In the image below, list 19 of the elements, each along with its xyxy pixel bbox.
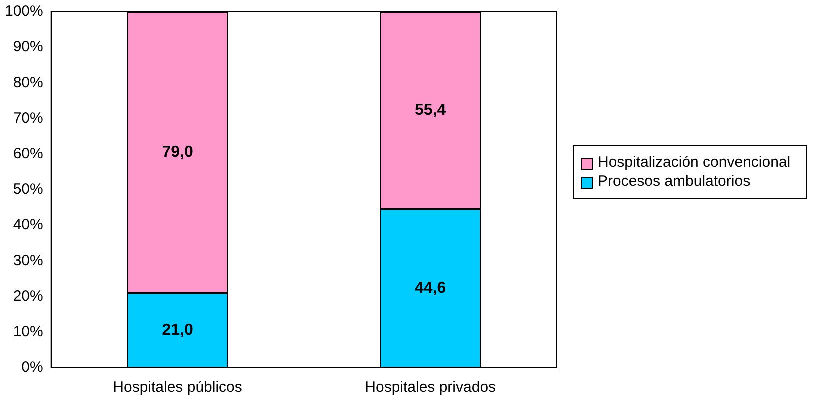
x-tick-label: Hospitales públicos — [113, 379, 242, 396]
legend-label: Procesos ambulatorios — [598, 173, 751, 190]
data-label: 21,0 — [162, 322, 194, 340]
y-tick-label: 40% — [13, 216, 44, 234]
y-tick-label: 80% — [13, 74, 44, 92]
y-tick-label: 0% — [22, 359, 44, 376]
y-tick-label: 90% — [13, 38, 44, 56]
y-tick-label: 70% — [13, 110, 44, 127]
data-label: 55,4 — [415, 102, 446, 120]
data-label: 44,6 — [415, 280, 446, 298]
y-tick-label: 50% — [13, 181, 44, 198]
y-tick-label: 60% — [13, 146, 44, 163]
y-tick-label: 20% — [13, 288, 44, 305]
y-tick-label: 30% — [13, 252, 44, 270]
data-label: 79,0 — [162, 144, 194, 162]
legend-label: Hospitalización convencional — [598, 154, 791, 171]
x-tick-label: Hospitales privados — [365, 379, 496, 396]
y-tick-label: 10% — [13, 324, 44, 341]
y-tick-label: 100% — [4, 3, 44, 20]
